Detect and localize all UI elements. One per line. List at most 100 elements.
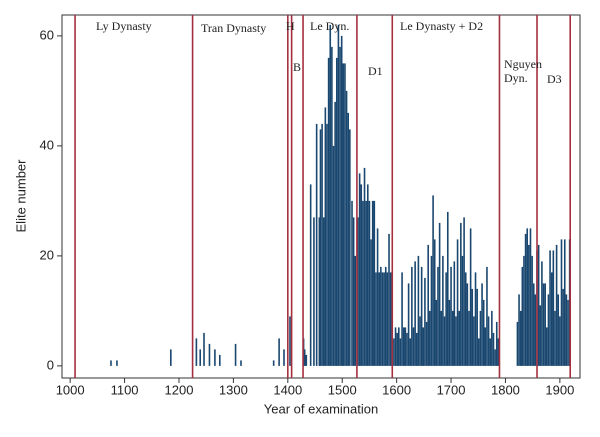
bar bbox=[319, 129, 322, 366]
bar bbox=[427, 244, 429, 366]
bar bbox=[342, 63, 345, 366]
bar bbox=[357, 217, 359, 366]
bar bbox=[468, 310, 470, 366]
bar bbox=[234, 343, 237, 366]
bar bbox=[491, 310, 493, 366]
bar bbox=[417, 255, 420, 366]
bar bbox=[546, 327, 548, 366]
bar bbox=[339, 46, 341, 366]
bar bbox=[309, 184, 312, 366]
bar bbox=[399, 338, 402, 366]
bar bbox=[537, 244, 540, 366]
bar bbox=[519, 310, 522, 366]
x-tick-label: 1500 bbox=[328, 382, 357, 397]
bar bbox=[331, 46, 333, 366]
annotation: D3 bbox=[547, 72, 562, 86]
bar bbox=[521, 266, 524, 366]
bar bbox=[305, 354, 308, 366]
bar bbox=[425, 321, 428, 366]
bar bbox=[407, 283, 410, 366]
bar bbox=[492, 332, 495, 366]
bar bbox=[351, 200, 353, 366]
bar bbox=[404, 327, 407, 366]
y-tick-label: 20 bbox=[40, 247, 54, 262]
bar bbox=[430, 255, 433, 366]
x-tick-label: 1300 bbox=[219, 382, 248, 397]
bar bbox=[455, 316, 457, 366]
annotation: Tran Dynasty bbox=[201, 21, 266, 35]
bar bbox=[532, 283, 535, 366]
bar bbox=[565, 294, 568, 366]
bar bbox=[214, 349, 216, 366]
bar bbox=[368, 200, 371, 366]
bar bbox=[477, 338, 480, 366]
bar bbox=[424, 277, 426, 366]
bar bbox=[432, 195, 434, 366]
bar bbox=[555, 244, 558, 366]
bar bbox=[437, 266, 439, 366]
bar bbox=[443, 316, 446, 366]
bar bbox=[278, 338, 280, 366]
annotation: H bbox=[286, 19, 295, 33]
bar bbox=[349, 129, 351, 366]
bar bbox=[335, 57, 338, 366]
bar bbox=[422, 327, 425, 366]
bar bbox=[524, 233, 527, 366]
bar bbox=[541, 261, 543, 366]
bar bbox=[481, 283, 483, 366]
x-tick-label: 1800 bbox=[491, 382, 520, 397]
bar bbox=[531, 255, 533, 366]
bar bbox=[272, 360, 275, 366]
bar bbox=[411, 266, 413, 366]
bar bbox=[562, 288, 564, 366]
bar bbox=[528, 244, 530, 366]
bar bbox=[448, 299, 451, 366]
bar bbox=[484, 327, 487, 366]
bar bbox=[393, 338, 395, 366]
bar bbox=[371, 200, 374, 366]
y-tick-label: 60 bbox=[40, 27, 54, 42]
bar bbox=[446, 211, 449, 366]
bar bbox=[494, 349, 496, 366]
x-tick-label: 1700 bbox=[437, 382, 466, 397]
bar bbox=[420, 266, 423, 366]
bar bbox=[438, 222, 441, 366]
bar bbox=[518, 294, 520, 366]
bar bbox=[463, 217, 465, 366]
bar bbox=[415, 332, 418, 366]
bar bbox=[526, 228, 529, 366]
bar bbox=[362, 200, 364, 366]
bar bbox=[495, 321, 498, 366]
bar bbox=[464, 272, 467, 366]
bar bbox=[516, 321, 519, 366]
bar bbox=[409, 338, 412, 366]
bar bbox=[412, 327, 415, 366]
y-axis-title: Elite number bbox=[13, 159, 28, 233]
bar bbox=[559, 316, 561, 366]
bar bbox=[303, 349, 306, 366]
bar bbox=[450, 266, 452, 366]
bar bbox=[419, 316, 421, 366]
bar bbox=[203, 332, 205, 366]
bar bbox=[453, 261, 456, 366]
annotation: Ly Dynasty bbox=[96, 19, 152, 33]
bar bbox=[110, 360, 112, 366]
bar bbox=[345, 90, 348, 366]
bar bbox=[324, 107, 327, 366]
bar bbox=[354, 255, 357, 366]
bar bbox=[373, 200, 376, 366]
x-tick-label: 1900 bbox=[545, 382, 574, 397]
bar bbox=[313, 217, 315, 366]
bar bbox=[401, 272, 403, 366]
bar bbox=[363, 167, 366, 366]
bar bbox=[283, 349, 285, 366]
bar bbox=[486, 266, 488, 366]
bar bbox=[429, 310, 431, 366]
bar bbox=[461, 255, 464, 366]
x-tick-label: 1400 bbox=[273, 382, 302, 397]
bar bbox=[358, 173, 361, 366]
bar bbox=[542, 283, 545, 366]
bar bbox=[344, 63, 346, 366]
bar bbox=[489, 338, 492, 366]
